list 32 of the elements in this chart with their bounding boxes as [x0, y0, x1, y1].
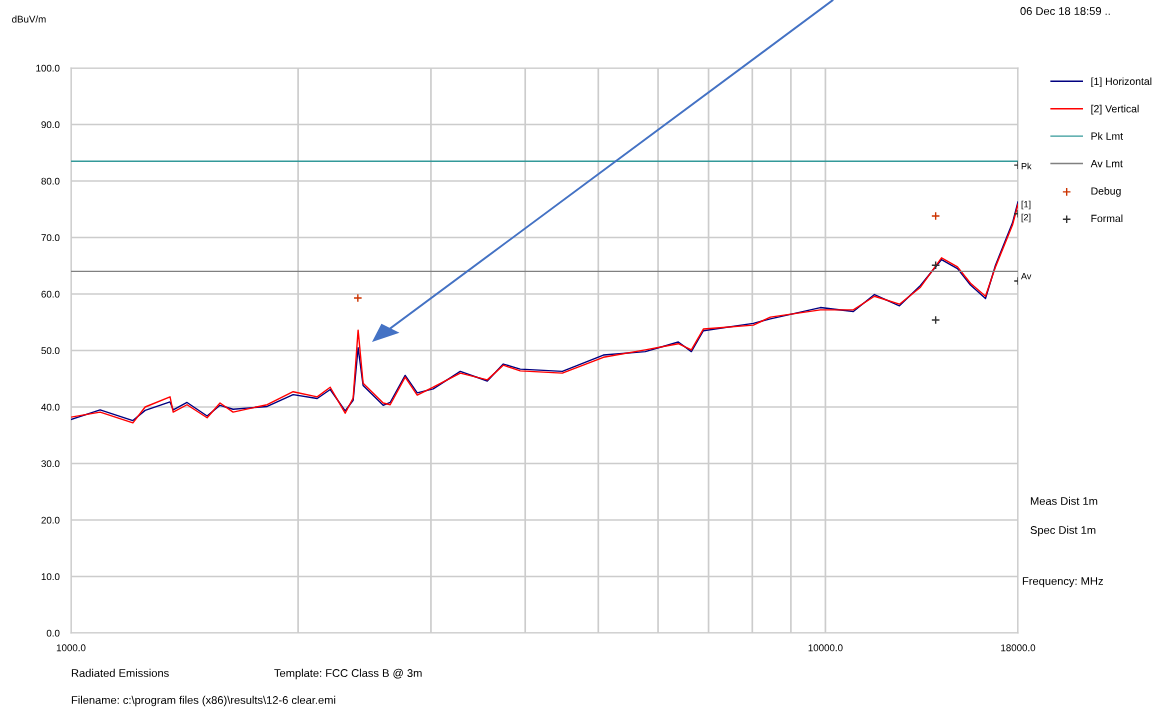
- text: Spec Dist 1m: [1030, 525, 1096, 537]
- text: Pk: [1021, 162, 1032, 170]
- x-axis-title: Frequency: MHz: [1022, 577, 1103, 588]
- text: [1]: [1021, 200, 1031, 210]
- y-axis-title: dBuV/m: [12, 15, 46, 23]
- legend-label: Pk Lmt: [1091, 132, 1123, 140]
- legend-label: Debug: [1091, 187, 1121, 197]
- y-tick-label: 10.0: [41, 573, 60, 581]
- text: 06 Dec 18 18:59 ..: [1020, 7, 1110, 15]
- x-tick-label: 1000.0: [56, 644, 86, 652]
- text: Meas Dist 1m: [1030, 496, 1098, 505]
- y-tick-label: 60.0: [41, 290, 60, 298]
- y-tick-label: 0.0: [46, 629, 60, 637]
- y-tick-label: 100.0: [36, 64, 60, 72]
- text: Filename: c:\program files (x86)\results\12-6 clear.emi: [71, 695, 336, 707]
- text: Template: FCC Class B @ 3m: [274, 668, 422, 680]
- x-tick-label: 10000.0: [808, 644, 843, 652]
- y-tick-label: 40.0: [41, 403, 60, 411]
- y-tick-label: 20.0: [41, 516, 60, 524]
- text: Radiated Emissions: [71, 668, 169, 677]
- text: Av: [1021, 273, 1032, 280]
- legend-label: Formal: [1091, 214, 1123, 223]
- y-tick-label: 50.0: [41, 347, 60, 355]
- legend-label: Av Lmt: [1090, 160, 1123, 168]
- legend-label: [2] Vertical: [1091, 104, 1139, 115]
- x-tick-label: 18000.0: [1001, 644, 1036, 652]
- text: [2]: [1021, 213, 1031, 223]
- legend-label: [1] Horizontal: [1091, 77, 1152, 88]
- y-tick-label: 80.0: [41, 177, 60, 185]
- y-tick-label: 90.0: [41, 121, 60, 129]
- y-tick-label: 70.0: [41, 234, 60, 242]
- y-tick-label: 30.0: [41, 460, 60, 468]
